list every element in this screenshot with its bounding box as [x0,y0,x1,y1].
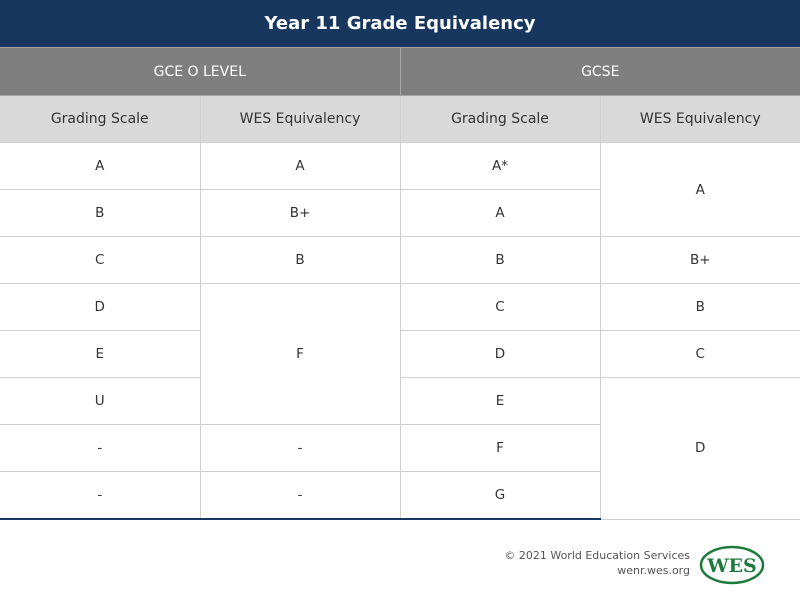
cell: - [0,471,201,520]
cell: A [199,142,401,190]
logo-text: WES [706,555,757,577]
cell: - [0,424,201,472]
cell: C [399,283,601,331]
cell: D [399,330,601,378]
logo: WES [699,545,765,585]
grade-table: GCE O LEVEL GCSE Grading Scale WES Equiv… [0,47,800,520]
cell: B [0,189,201,237]
cell: A [0,142,201,190]
cell: - [199,424,401,472]
logo-ring [699,545,765,585]
copyright: © 2021 World Education Services [504,549,690,562]
cell: F [399,424,601,472]
title: Year 11 Grade Equivalency [0,0,800,47]
site: wenr.wes.org [617,564,690,577]
column-header: WES Equivalency [199,95,401,143]
column-header: WES Equivalency [599,95,800,143]
column-header: Grading Scale [0,95,201,143]
cell: - [199,471,401,520]
column-header: Grading Scale [399,95,601,143]
cell: U [0,377,201,425]
cell: C [599,330,800,378]
cell: A [599,142,800,237]
cell: A* [399,142,601,190]
cell: G [399,471,601,520]
cell: D [599,377,800,520]
cell: B [399,236,601,284]
cell: A [399,189,601,237]
cell: B [199,236,401,284]
cell: B+ [199,189,401,237]
cell: E [0,330,201,378]
group-header: GCE O LEVEL [0,47,401,96]
group-header: GCSE [399,47,800,96]
cell: C [0,236,201,284]
cell: D [0,283,201,331]
cell: E [399,377,601,425]
cell: B+ [599,236,800,284]
cell: B [599,283,800,331]
footer: © 2021 World Education Services wenr.wes… [504,548,690,578]
cell: F [199,283,401,425]
